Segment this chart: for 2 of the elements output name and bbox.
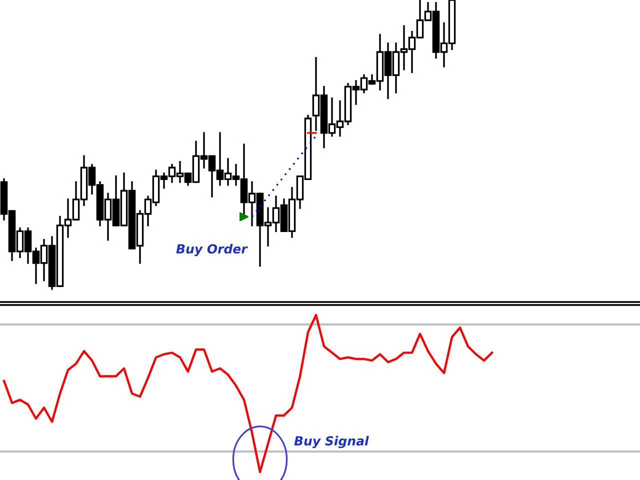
annotation: Buy Signal (294, 436, 369, 448)
annotation: Buy Order (176, 244, 248, 256)
